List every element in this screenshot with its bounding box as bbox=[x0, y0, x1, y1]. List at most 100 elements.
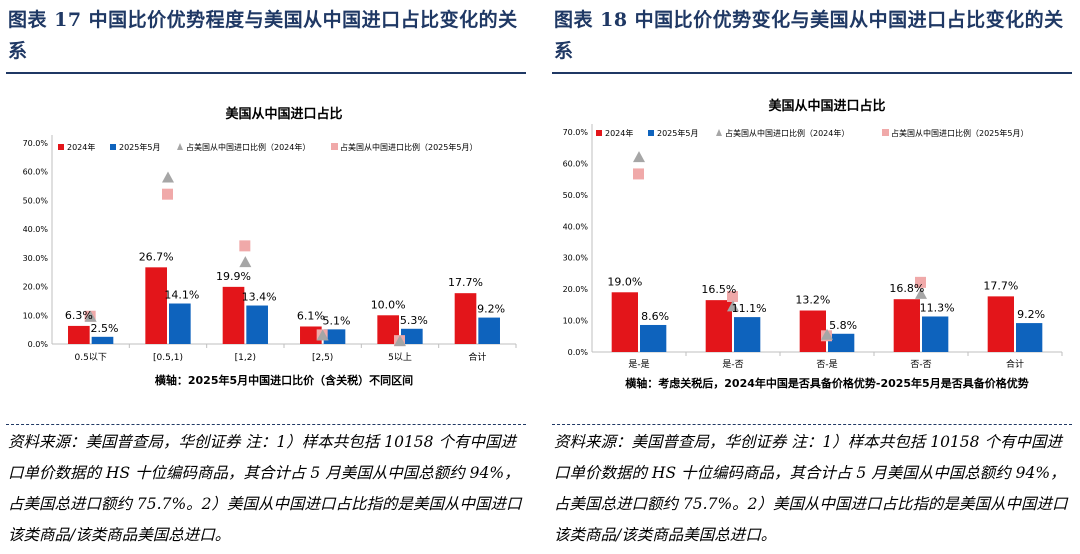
bar-2025-may bbox=[478, 317, 500, 344]
bar-2024 bbox=[987, 296, 1014, 352]
x-tick-label: 合计 bbox=[1006, 358, 1024, 370]
y-tick-label: 70.0% bbox=[563, 128, 589, 137]
y-tick-label: 10.0% bbox=[563, 317, 589, 326]
bar-2024 bbox=[68, 325, 90, 344]
data-label-2025-may: 13.4% bbox=[242, 291, 277, 304]
marker-triangle-2024 bbox=[394, 335, 406, 347]
bar-2025-may bbox=[401, 328, 423, 344]
data-label-2024: 19.9% bbox=[216, 270, 251, 283]
x-tick-label: 否-否 bbox=[910, 359, 931, 370]
legend-swatch bbox=[331, 143, 338, 150]
bar-2024 bbox=[611, 292, 638, 352]
legend-label: 2024年 bbox=[67, 142, 95, 152]
bar-2025-may bbox=[734, 317, 761, 352]
data-label-2025-may: 5.1% bbox=[323, 314, 351, 327]
data-label-2025-may: 11.3% bbox=[920, 301, 955, 314]
data-label-2024: 6.1% bbox=[297, 309, 325, 322]
marker-triangle-2024 bbox=[162, 171, 174, 183]
source-note: 资料来源：美国普查局，华创证券 注：1）样本共包括 10158 个有中国进口单价… bbox=[8, 433, 522, 544]
y-tick-label: 30.0% bbox=[23, 254, 49, 263]
x-axis-title: 横轴：2025年5月中国进口比价（含关税）不同区间 bbox=[155, 373, 413, 387]
bar-2025-may bbox=[922, 316, 949, 352]
title-rule bbox=[552, 72, 1072, 74]
legend-swatch bbox=[110, 144, 116, 150]
data-label-2024: 13.2% bbox=[795, 294, 830, 307]
x-tick-label: [0.5,1) bbox=[153, 353, 183, 363]
y-tick-label: 30.0% bbox=[563, 254, 589, 263]
source-rule bbox=[552, 424, 1072, 425]
bar-2025-may bbox=[640, 324, 667, 352]
legend-label: 占美国从中国进口比例（2024年） bbox=[186, 142, 310, 152]
data-label-2024: 17.7% bbox=[983, 279, 1018, 292]
data-label-2024: 6.3% bbox=[65, 309, 93, 322]
figure-panel-18: 图表 18 中国比价优势变化与美国从中国进口占比变化的关系 美国从中国进口占比 0… bbox=[552, 0, 1074, 554]
x-tick-label: [2,5) bbox=[312, 353, 333, 363]
marker-triangle-2024 bbox=[727, 300, 739, 312]
y-tick-label: 70.0% bbox=[23, 139, 49, 148]
bar-2024 bbox=[705, 300, 732, 352]
marker-triangle-2024 bbox=[84, 310, 97, 322]
x-tick-label: 否-是 bbox=[816, 359, 837, 370]
y-tick-label: 60.0% bbox=[563, 159, 589, 168]
x-tick-label: 0.5以下 bbox=[75, 353, 107, 363]
chart-title: 美国从中国进口占比 bbox=[225, 106, 342, 122]
data-label-2024: 26.7% bbox=[139, 250, 174, 263]
data-label-2025-may: 14.1% bbox=[164, 289, 199, 302]
data-label-2025-may: 9.2% bbox=[1017, 308, 1045, 321]
data-label-2025-may: 8.6% bbox=[641, 310, 669, 323]
legend-swatch bbox=[882, 129, 889, 136]
source-rule bbox=[6, 424, 526, 425]
legend-swatch bbox=[58, 144, 64, 150]
bar-2024 bbox=[145, 267, 167, 344]
marker-square-2025-may bbox=[162, 188, 173, 200]
legend: 2024年 2025年5月 占美国从中国进口比例（2024年） 占美国从中国进口比例（… bbox=[596, 128, 1028, 138]
data-label-2024: 17.7% bbox=[448, 276, 483, 289]
chart-17: 美国从中国进口占比 0.0% 10.0% 20.0% 30.0% 40.0% 50.0% 60… bbox=[23, 106, 517, 387]
title-rule bbox=[6, 72, 526, 74]
figure-panel-17: 图表 17 中国比价优势程度与美国从中国进口占比变化的关系 美国从中国进口占比 0… bbox=[6, 0, 528, 554]
y-tick-label: 50.0% bbox=[563, 191, 589, 200]
bar-2025-may bbox=[91, 336, 114, 344]
y-tick-label: 10.0% bbox=[23, 311, 49, 320]
legend-label: 2025年5月 bbox=[119, 142, 160, 152]
figure-title: 图表 17 中国比价优势程度与美国从中国进口占比变化的关系 bbox=[8, 9, 518, 62]
marker-square-2025-may bbox=[727, 291, 738, 302]
chart-title: 美国从中国进口占比 bbox=[768, 98, 885, 114]
legend-swatch bbox=[716, 129, 722, 136]
bar-2024 bbox=[893, 299, 920, 352]
legend-label: 2025年5月 bbox=[657, 128, 698, 138]
marker-triangle-2024 bbox=[821, 328, 833, 340]
data-label-2024: 16.8% bbox=[889, 282, 924, 295]
legend-label: 占美国从中国进口比例（2025年5月） bbox=[340, 142, 477, 152]
data-label-2025-may: 5.8% bbox=[829, 319, 857, 332]
x-tick-label: 合计 bbox=[468, 351, 486, 363]
data-label-2025-may: 11.1% bbox=[732, 302, 767, 315]
bar-2024 bbox=[222, 286, 245, 344]
data-label-2025-may: 2.5% bbox=[91, 322, 119, 335]
marker-square-2025-may bbox=[239, 240, 251, 252]
bar-2024 bbox=[300, 326, 322, 344]
bar-2024 bbox=[377, 315, 399, 344]
x-tick-label: 是-否 bbox=[722, 359, 743, 370]
y-tick-label: 40.0% bbox=[23, 225, 49, 234]
y-tick-label: 40.0% bbox=[563, 222, 589, 231]
data-label-2024: 19.0% bbox=[607, 275, 642, 288]
y-tick-label: 50.0% bbox=[23, 196, 49, 205]
y-tick-label: 20.0% bbox=[23, 283, 49, 292]
legend: 2024年 2025年5月 占美国从中国进口比例（2024年） 占美国从中国进口比例（… bbox=[58, 142, 477, 152]
legend-label: 占美国从中国进口比例（2024年） bbox=[725, 128, 849, 138]
legend-swatch bbox=[596, 130, 602, 136]
bar-2025-may bbox=[828, 333, 855, 352]
bar-2025-may bbox=[246, 305, 268, 344]
legend-swatch bbox=[648, 130, 654, 136]
bar-2025-may bbox=[323, 329, 346, 344]
x-tick-label: 5以上 bbox=[388, 352, 412, 363]
x-tick-label: [1,2) bbox=[235, 353, 256, 363]
y-tick-label: 60.0% bbox=[23, 168, 49, 177]
figure-title: 图表 18 中国比价优势变化与美国从中国进口占比变化的关系 bbox=[554, 9, 1064, 62]
marker-triangle-2024 bbox=[633, 151, 645, 163]
x-axis-title: 横轴：考虑关税后，2024年中国是否具备价格优势-2025年5月是否具备价格优势 bbox=[625, 376, 1028, 390]
bar-2025-may bbox=[169, 303, 191, 344]
legend-label: 2024年 bbox=[605, 128, 633, 138]
data-label-2025-may: 5.3% bbox=[400, 314, 428, 327]
